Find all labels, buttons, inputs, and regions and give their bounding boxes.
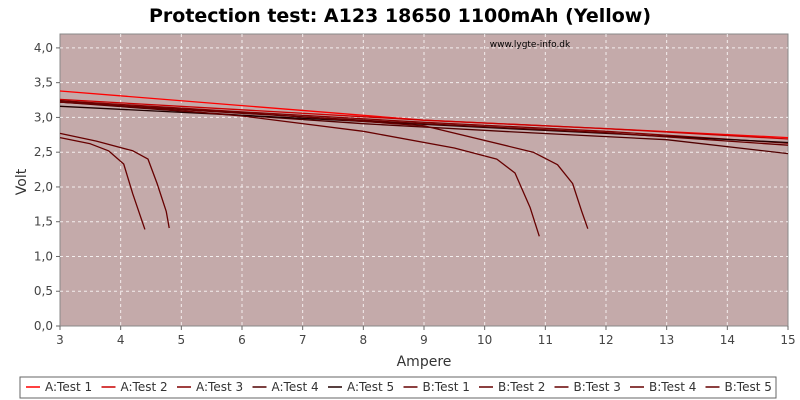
x-tick-label: 6	[238, 333, 246, 347]
y-tick-label: 4,0	[34, 41, 53, 55]
x-tick-label: 14	[720, 333, 735, 347]
axes: 3 4 5 6 7 8 9 10 11 12 13 14 15 0,0 0,5 1,0 1,5 2,0 2,5 3,0…	[34, 41, 796, 347]
x-tick-label: 10	[477, 333, 492, 347]
gridlines	[60, 34, 788, 326]
legend-label: A:Test 1	[45, 380, 92, 394]
y-axis-label: Volt	[14, 168, 30, 195]
x-tick-label: 4	[117, 333, 125, 347]
series-line-7	[59, 132, 170, 229]
legend-label: A:Test 3	[196, 380, 243, 394]
series-line-8	[59, 100, 540, 237]
y-tick-label: 1,5	[34, 215, 53, 229]
legend-label: B:Test 2	[498, 380, 545, 394]
series-line-2	[59, 98, 789, 140]
legend-label: B:Test 3	[574, 380, 621, 394]
series-line-10	[59, 101, 789, 146]
y-tick-label: 3,0	[34, 110, 53, 124]
legend-label: B:Test 4	[649, 380, 696, 394]
x-tick-label: 3	[56, 333, 64, 347]
y-tick-label: 0,5	[34, 284, 53, 298]
legend-label: B:Test 5	[725, 380, 772, 394]
x-tick-label: 5	[178, 333, 186, 347]
legend-box	[19, 376, 777, 399]
y-tick-label: 0,0	[34, 319, 53, 333]
legend-label: A:Test 5	[347, 380, 394, 394]
x-tick-label: 7	[299, 333, 307, 347]
chart-title: Protection test: A123 18650 1100mAh (Yel…	[149, 5, 651, 27]
y-tick-label: 2,0	[34, 180, 53, 194]
legend-label: B:Test 1	[423, 380, 470, 394]
watermark-annotation: www.lygte-info.dk	[490, 40, 571, 50]
x-tick-label: 11	[538, 333, 553, 347]
legend-label: A:Test 2	[121, 380, 168, 394]
x-tick-label: 8	[360, 333, 368, 347]
legend: A:Test 1 A:Test 2 A:Test 3 A:Test 4 A:Test 5…	[26, 380, 772, 394]
legend-label: A:Test 4	[272, 380, 319, 394]
x-tick-label: 13	[659, 333, 674, 347]
series-line-6	[59, 136, 146, 230]
series-line-3	[59, 100, 789, 144]
x-tick-label: 12	[598, 333, 613, 347]
y-tick-label: 2,5	[34, 145, 53, 159]
x-tick-label: 15	[780, 333, 795, 347]
series-layer	[59, 90, 789, 237]
y-tick-label: 1,0	[34, 249, 53, 263]
x-axis-label: Ampere	[397, 354, 452, 370]
y-tick-label: 3,5	[34, 76, 53, 90]
x-tick-label: 9	[420, 333, 428, 347]
